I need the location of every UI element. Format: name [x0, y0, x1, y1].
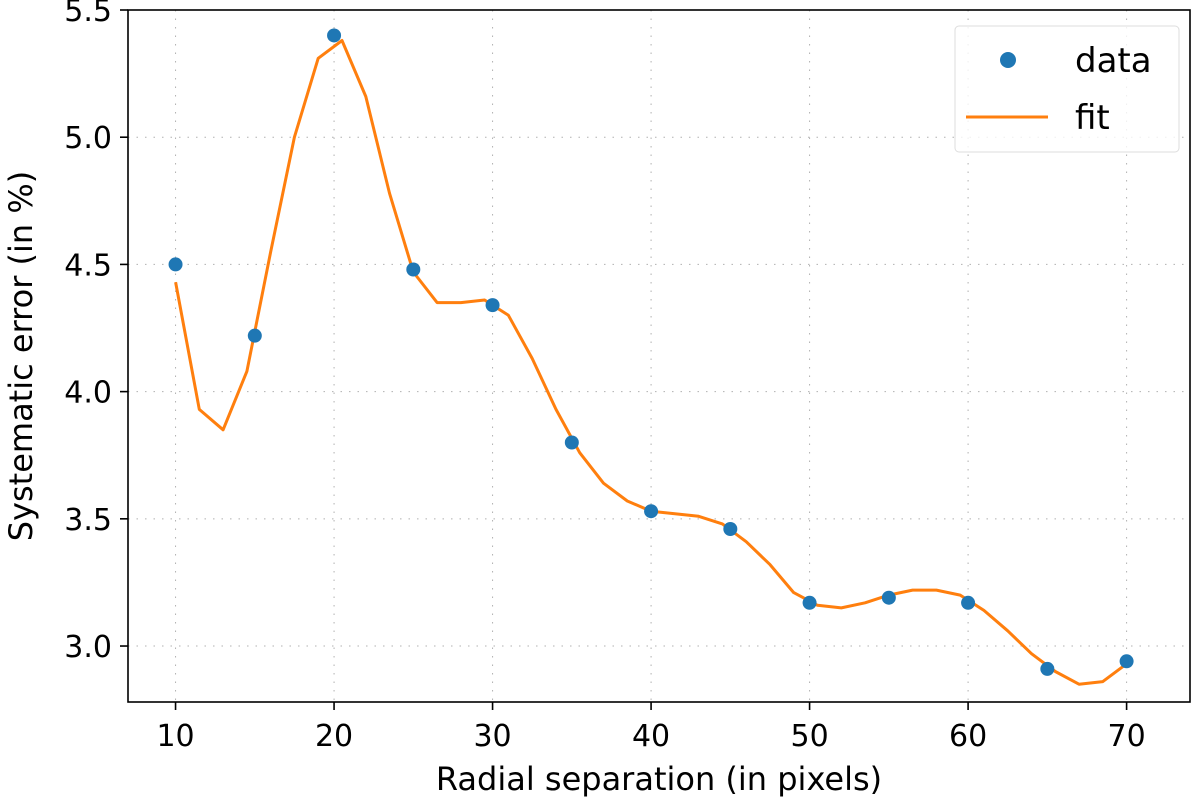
data-series — [168, 28, 1134, 676]
y-tick-label: 5.5 — [64, 0, 112, 29]
plot-frame — [127, 9, 1191, 703]
data-point — [723, 522, 738, 536]
y-tick-label: 3.5 — [64, 503, 112, 538]
legend-data-marker — [1000, 52, 1016, 68]
data-point — [1119, 654, 1134, 669]
x-tick-label: 40 — [632, 719, 670, 754]
x-tick-label: 50 — [790, 719, 828, 754]
data-point — [1040, 661, 1055, 676]
data-point — [881, 590, 896, 605]
x-tick-label: 30 — [473, 719, 511, 754]
data-point — [644, 504, 659, 519]
y-axis-ticks: 3.0 3.5 4.0 4.5 5.0 5.5 — [64, 0, 128, 665]
y-axis-label: Systematic error (in %) — [2, 171, 40, 542]
data-point — [327, 28, 342, 43]
data-point — [564, 435, 579, 450]
data-point — [406, 262, 421, 277]
legend-data-label: data — [1075, 41, 1152, 81]
data-point — [802, 595, 817, 610]
x-axis-ticks: 10 20 30 40 50 60 70 — [156, 702, 1146, 754]
x-tick-label: 60 — [949, 719, 987, 754]
y-tick-label: 4.5 — [64, 248, 112, 283]
y-tick-label: 3.0 — [64, 630, 112, 665]
x-tick-label: 70 — [1108, 719, 1146, 754]
data-point — [247, 328, 262, 343]
legend: data fit — [954, 25, 1180, 153]
x-tick-label: 20 — [315, 719, 353, 754]
y-tick-label: 4.0 — [64, 376, 112, 411]
x-tick-label: 10 — [156, 719, 194, 754]
x-axis-label: Radial separation (in pixels) — [436, 760, 882, 798]
data-point — [961, 595, 976, 610]
data-point — [485, 298, 500, 313]
legend-fit-label: fit — [1075, 98, 1110, 138]
data-point — [168, 257, 183, 272]
y-tick-label: 5.0 — [64, 121, 112, 156]
